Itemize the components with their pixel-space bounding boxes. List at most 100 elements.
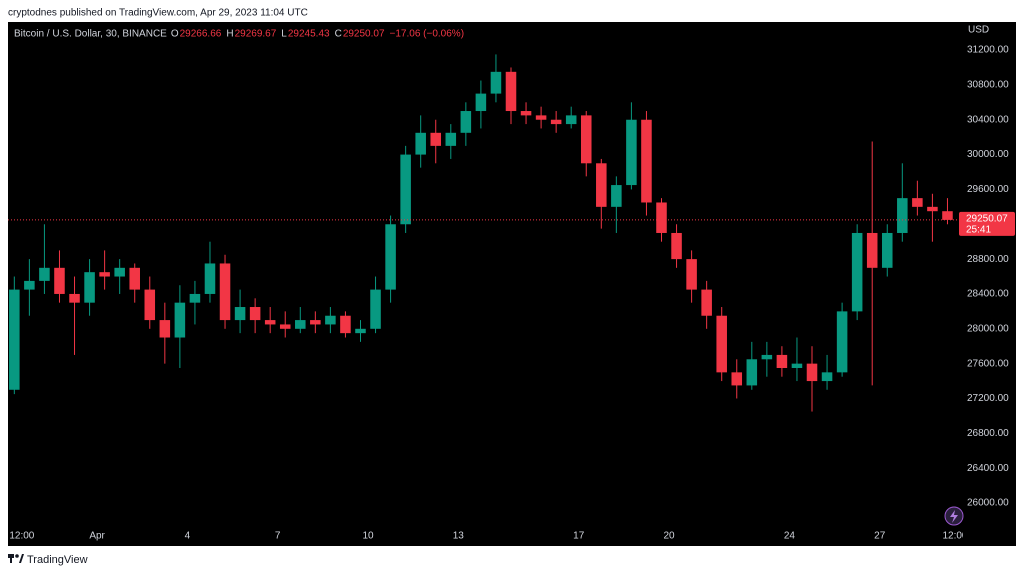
footer-brand: TradingView <box>27 554 88 566</box>
x-tick-label: 24 <box>784 531 796 542</box>
candle-body <box>927 206 938 212</box>
candle-body <box>204 263 216 294</box>
candle-body <box>279 324 291 329</box>
ohlc-key: H <box>226 29 233 40</box>
candle-body <box>535 115 547 120</box>
ohlc-value: 29250.07 <box>343 29 385 40</box>
candle-body <box>99 272 110 277</box>
candle-body <box>355 328 366 334</box>
x-tick-label: 10 <box>362 531 374 542</box>
candle-body <box>325 315 336 325</box>
x-tick-label: 27 <box>874 531 886 542</box>
candle-body <box>565 115 577 125</box>
candle-body <box>897 198 908 233</box>
last-price-label: 29250.07 <box>966 214 1008 225</box>
x-tick-label: 4 <box>185 531 191 542</box>
lightning-bolt <box>950 510 958 523</box>
plot-area <box>8 54 958 412</box>
x-tick-label: 12:00 <box>942 531 967 542</box>
candle-body <box>656 202 667 233</box>
ohlc-value: 29269.67 <box>235 29 277 40</box>
y-tick-label: 30000.00 <box>967 149 1009 160</box>
y-tick-label: 28400.00 <box>967 289 1009 300</box>
candle-body <box>114 267 125 277</box>
candle-body <box>641 119 652 203</box>
candle-body <box>54 267 65 294</box>
y-tick-label: 27600.00 <box>967 358 1009 369</box>
candle-body <box>550 119 562 125</box>
candle-body <box>746 359 758 386</box>
y-tick-label: 28800.00 <box>967 254 1009 265</box>
candle-body <box>189 293 201 303</box>
y-tick-label: 29600.00 <box>967 184 1009 195</box>
candle-body <box>611 185 622 207</box>
candle-body <box>400 154 411 225</box>
candle-body <box>159 320 171 338</box>
candle-body <box>716 315 727 373</box>
candle-body <box>385 224 396 290</box>
y-tick-label: 26400.00 <box>967 463 1009 474</box>
countdown: 25:41 <box>966 225 991 236</box>
y-tick-label: 27200.00 <box>967 393 1009 404</box>
x-tick-label: 13 <box>453 531 465 542</box>
last-price-badge <box>959 211 1015 236</box>
ohlc-value: 29245.43 <box>288 29 330 40</box>
candle-body <box>370 289 381 329</box>
candle-body <box>340 315 351 334</box>
candle-body <box>490 71 502 94</box>
candle-body <box>475 93 487 112</box>
y-tick-label: 26000.00 <box>967 498 1009 509</box>
y-tick-label: 30400.00 <box>967 114 1009 125</box>
x-tick-label: Apr <box>89 531 105 542</box>
candle-body <box>821 372 833 382</box>
candle-body <box>836 311 848 373</box>
candle-body <box>219 263 231 321</box>
x-tick-label: 7 <box>275 531 281 542</box>
symbol: Bitcoin / U.S. Dollar, 30, BINANCE <box>14 29 167 40</box>
candle-body <box>881 232 893 268</box>
candle-body <box>84 272 95 303</box>
ohlc-key: L <box>281 29 287 40</box>
candle-body <box>520 111 532 116</box>
x-tick-label: 12:00 <box>9 531 34 542</box>
candle-body <box>580 115 592 164</box>
candle-body <box>234 307 246 321</box>
publisher-note: cryptodnes published on TradingView.com,… <box>8 8 308 19</box>
y-tick-label: 26800.00 <box>967 428 1009 439</box>
axis-unit: USD <box>968 25 989 36</box>
candle-body <box>9 289 20 390</box>
candle-body <box>415 132 426 155</box>
candle-body <box>310 320 321 325</box>
time-axis: 12:00 Apr 4 7 10 13 17 20 24 27 12:00 <box>9 531 967 542</box>
candle-body <box>144 289 156 321</box>
candle-body <box>505 71 517 112</box>
candle-body <box>671 232 682 260</box>
candle-body <box>129 267 140 290</box>
candle-body <box>686 259 697 290</box>
x-tick-label: 20 <box>663 531 675 542</box>
candle-body <box>249 307 261 321</box>
candle-body <box>776 354 788 368</box>
ohlc-key: C <box>335 29 342 40</box>
candle-body <box>430 132 442 146</box>
candle-body <box>460 111 472 133</box>
candle-body <box>942 211 953 220</box>
candle-body <box>701 289 712 316</box>
price-axis-bg <box>958 22 1016 545</box>
candle-body <box>912 198 923 207</box>
candle-body <box>295 320 306 329</box>
candle-body <box>69 293 80 303</box>
candle-body <box>626 119 637 186</box>
candle-body <box>174 302 186 338</box>
candle-body <box>596 163 607 207</box>
y-tick-label: 31200.00 <box>967 45 1009 56</box>
price-axis: 26000.00 26400.00 26800.00 27200.00 27600.00… <box>958 22 1016 545</box>
candle-body <box>24 280 35 290</box>
candle-body <box>866 232 878 268</box>
candle-body <box>264 320 276 325</box>
candle-body <box>445 132 457 146</box>
candle-body <box>761 354 773 360</box>
candle-body <box>791 363 803 368</box>
